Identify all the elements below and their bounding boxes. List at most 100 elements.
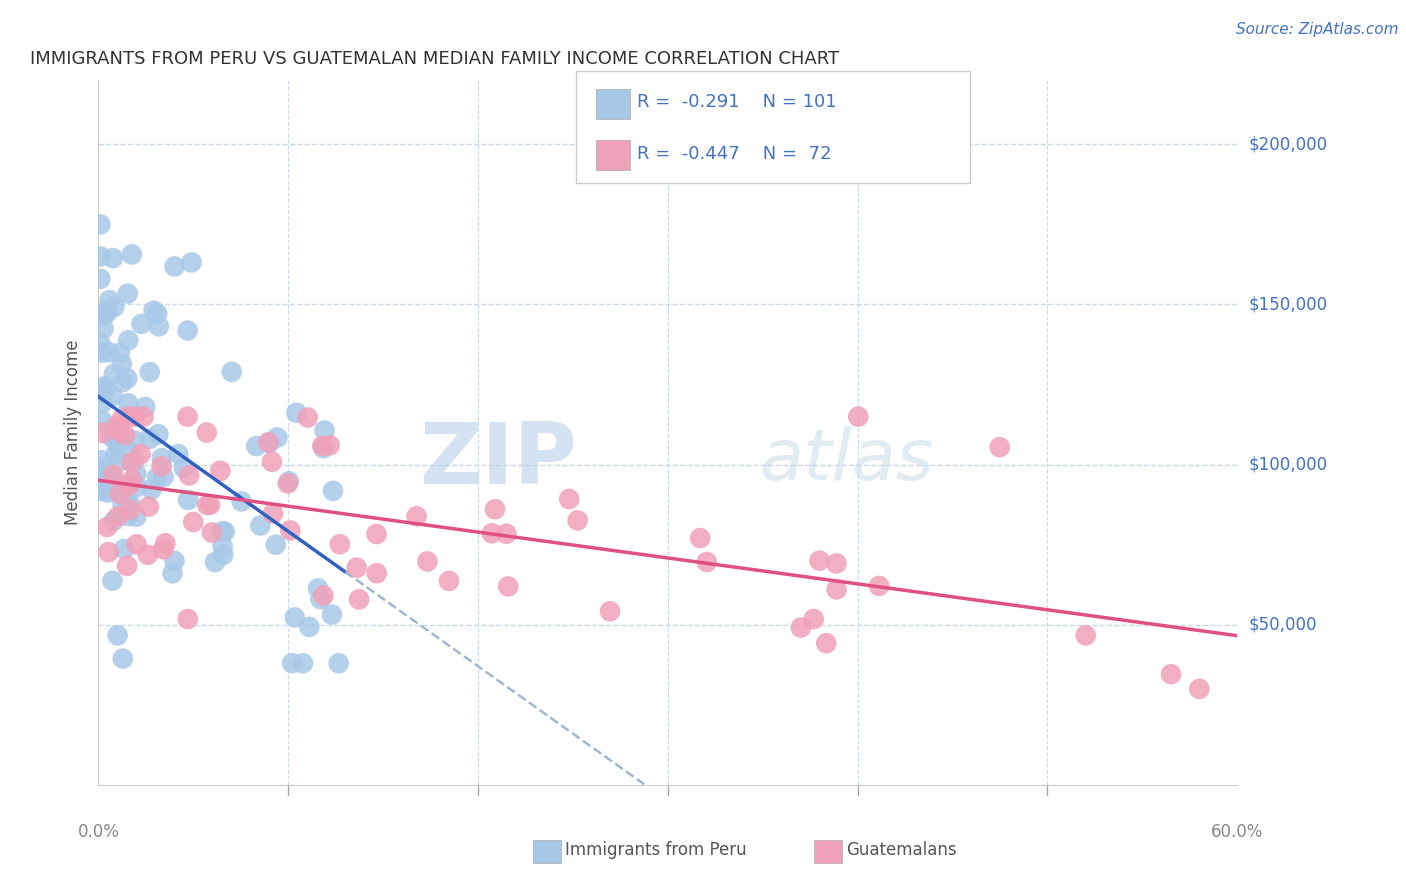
Point [195, 498, 218, 512]
Point [136, 548, 159, 562]
Point [988, 440, 1011, 454]
Point [322, 483, 344, 498]
Point [118, 478, 141, 492]
Point [107, 439, 129, 453]
Point [138, 500, 160, 514]
Point [117, 286, 139, 301]
Point [567, 513, 589, 527]
Point [121, 456, 143, 470]
Point [298, 620, 321, 634]
Point [101, 251, 124, 265]
Point [177, 612, 200, 626]
Point [94, 381, 117, 395]
Point [405, 509, 427, 524]
Text: 0.0%: 0.0% [77, 823, 120, 841]
Point [108, 486, 131, 500]
Point [262, 507, 284, 521]
Point [366, 527, 388, 541]
Point [321, 607, 343, 622]
Point [176, 324, 198, 338]
Point [328, 657, 350, 671]
Text: Source: ZipAtlas.com: Source: ZipAtlas.com [1236, 22, 1399, 37]
Point [696, 555, 718, 569]
Text: Immigrants from Peru: Immigrants from Peru [565, 841, 747, 859]
Point [150, 451, 173, 466]
Point [115, 371, 138, 385]
Y-axis label: Median Family Income: Median Family Income [65, 340, 83, 525]
Point [221, 365, 243, 379]
Text: $200,000: $200,000 [1249, 136, 1327, 153]
Point [101, 574, 124, 588]
Point [89, 218, 111, 232]
Point [108, 454, 131, 468]
Point [111, 651, 134, 665]
Point [163, 260, 186, 274]
Point [111, 497, 134, 511]
Point [162, 566, 184, 581]
Point [98, 345, 121, 359]
Point [111, 375, 134, 389]
Point [96, 303, 118, 318]
Point [90, 453, 112, 467]
Point [318, 438, 340, 452]
Point [139, 365, 162, 379]
Point [201, 525, 224, 540]
Point [125, 509, 148, 524]
Point [231, 494, 253, 508]
Point [91, 425, 114, 440]
Point [111, 412, 134, 426]
Text: IMMIGRANTS FROM PERU VS GUATEMALAN MEDIAN FAMILY INCOME CORRELATION CHART: IMMIGRANTS FROM PERU VS GUATEMALAN MEDIA… [30, 50, 839, 68]
Point [314, 424, 336, 438]
Point [245, 439, 267, 453]
Point [107, 509, 129, 524]
Text: ZIP: ZIP [419, 419, 576, 502]
Point [329, 537, 352, 551]
Text: R =  -0.291    N = 101: R = -0.291 N = 101 [637, 93, 837, 112]
Point [312, 441, 335, 455]
Point [179, 468, 201, 483]
Point [93, 321, 115, 335]
Point [177, 492, 200, 507]
Point [139, 432, 162, 446]
Point [103, 300, 125, 314]
Point [284, 610, 307, 624]
Point [277, 476, 299, 491]
Point [307, 582, 329, 596]
Point [484, 502, 506, 516]
Point [1074, 628, 1097, 642]
Point [152, 542, 174, 557]
Point [266, 430, 288, 444]
Point [481, 526, 503, 541]
Point [103, 367, 125, 381]
Point [129, 447, 152, 461]
Point [104, 419, 127, 434]
Point [211, 539, 233, 553]
Point [846, 409, 869, 424]
Point [101, 389, 124, 403]
Point [108, 345, 131, 359]
Point [558, 491, 581, 506]
Point [93, 379, 115, 393]
Point [89, 250, 111, 264]
Point [808, 554, 831, 568]
Point [96, 485, 118, 500]
Point [104, 485, 127, 500]
Point [309, 592, 332, 607]
Point [146, 470, 169, 484]
Point [141, 483, 163, 497]
Point [285, 406, 308, 420]
Point [790, 620, 813, 634]
Point [112, 541, 135, 556]
Point [195, 425, 218, 440]
Point [111, 357, 134, 371]
Point [281, 657, 304, 671]
Point [257, 435, 280, 450]
Text: 60.0%: 60.0% [1211, 823, 1264, 841]
Point [278, 475, 301, 489]
Point [1160, 667, 1182, 681]
Point [347, 592, 370, 607]
Point [91, 415, 114, 429]
Point [101, 474, 124, 488]
Point [103, 468, 125, 483]
Point [131, 317, 153, 331]
